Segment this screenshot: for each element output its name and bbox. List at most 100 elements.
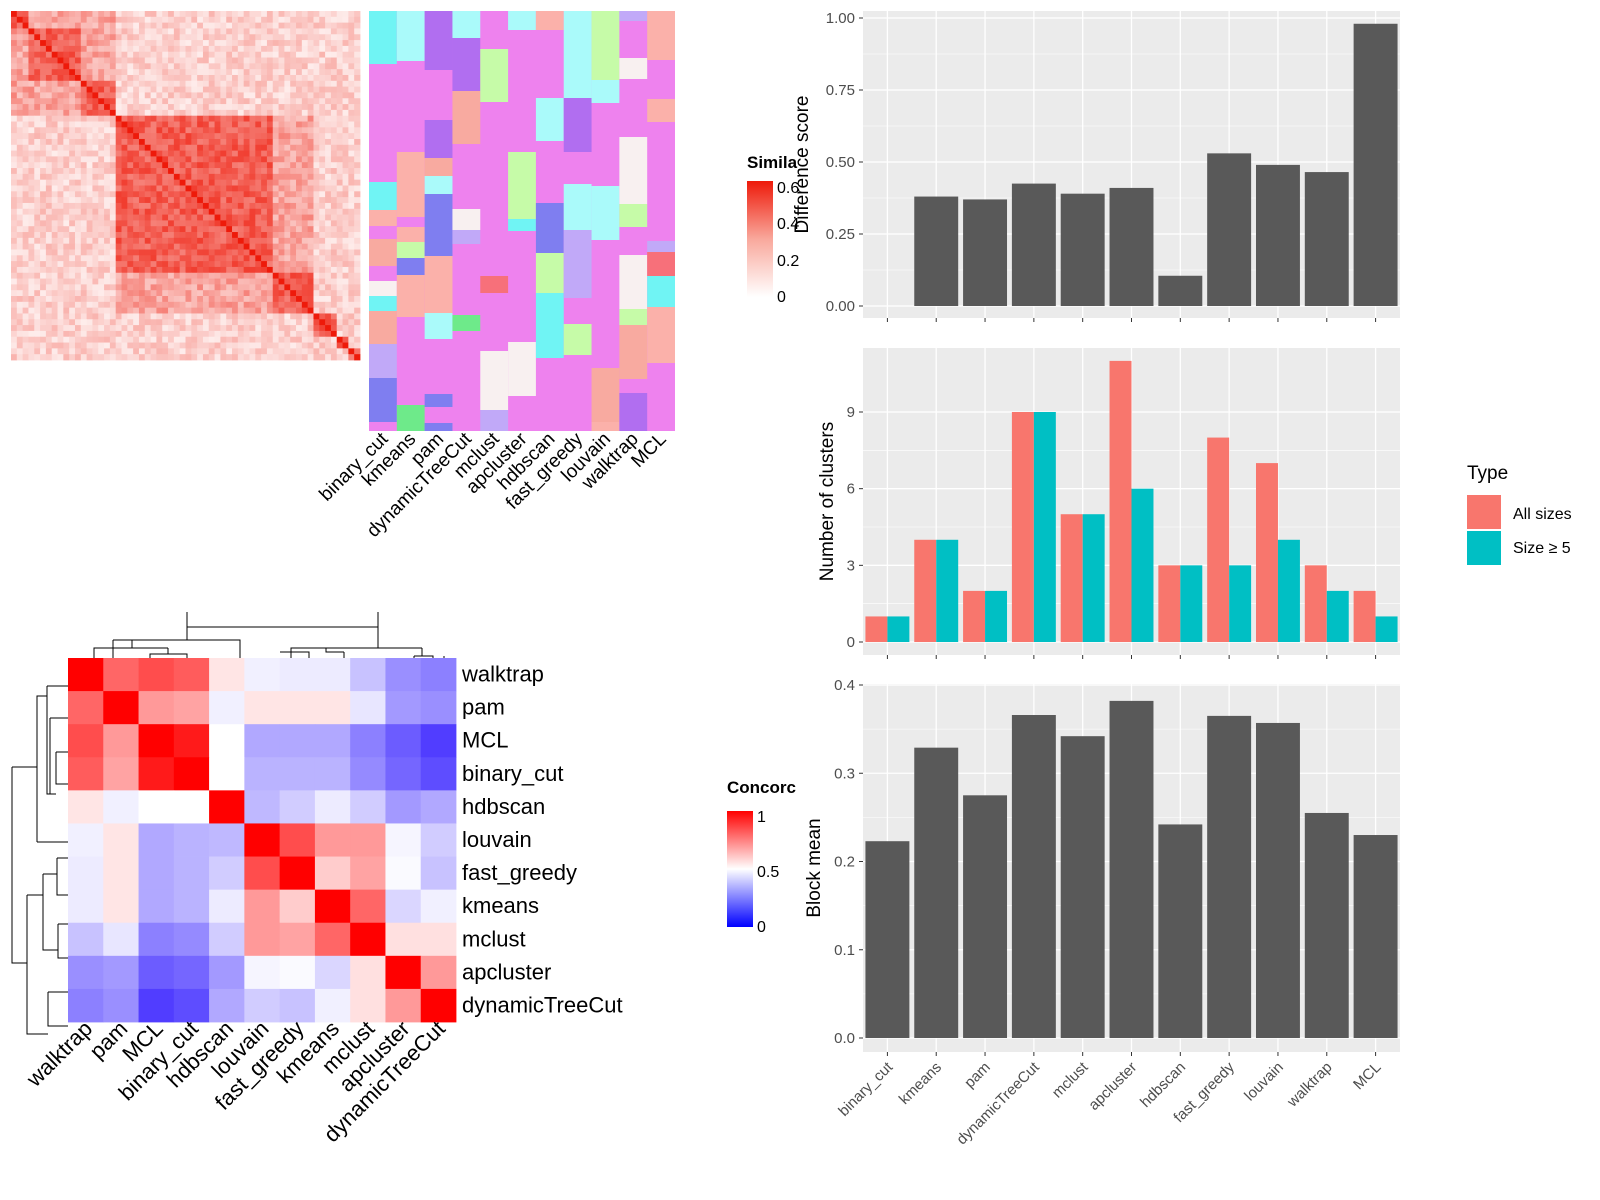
similarity-cell xyxy=(237,348,245,355)
similarity-cell xyxy=(144,313,151,320)
similarity-cell xyxy=(74,301,82,309)
similarity-cell xyxy=(63,156,70,163)
similarity-cell xyxy=(162,354,169,361)
similarity-cell xyxy=(80,98,88,105)
similarity-cell xyxy=(162,313,169,320)
similarity-cell xyxy=(69,354,76,361)
similarity-cell xyxy=(325,28,332,35)
similarity-cell xyxy=(202,307,210,314)
similarity-cell xyxy=(226,86,233,93)
similarity-cell xyxy=(98,237,105,245)
similarity-cell xyxy=(11,354,18,361)
similarity-cell xyxy=(51,208,58,215)
similarity-cell xyxy=(16,40,24,47)
similarity-cell xyxy=(348,208,355,215)
similarity-cell xyxy=(342,330,349,338)
similarity-cell xyxy=(173,301,181,309)
similarity-cell xyxy=(45,121,53,128)
similarity-cell xyxy=(261,325,268,332)
similarity-cell xyxy=(144,98,151,105)
similarity-cell xyxy=(214,354,221,361)
similarity-cell xyxy=(11,202,18,210)
similarity-cell xyxy=(232,16,239,24)
similarity-cell xyxy=(307,202,314,210)
similarity-cell xyxy=(325,45,332,53)
bar-all-sizes xyxy=(963,590,986,642)
similarity-cell xyxy=(208,278,215,285)
similarity-cell xyxy=(51,86,58,93)
similarity-cell xyxy=(255,330,262,338)
similarity-cell xyxy=(173,40,181,47)
similarity-cell xyxy=(284,144,291,151)
similarity-cell xyxy=(214,138,221,146)
similarity-cell xyxy=(115,336,122,343)
similarity-cell xyxy=(144,272,151,279)
similarity-cell xyxy=(86,80,93,88)
similarity-cell xyxy=(319,237,326,245)
similarity-cell xyxy=(266,138,274,146)
similarity-cell xyxy=(330,133,338,140)
similarity-cell xyxy=(92,80,99,88)
similarity-cell xyxy=(156,115,163,122)
similarity-cell xyxy=(121,127,128,134)
similarity-cell xyxy=(255,57,262,64)
similarity-cell xyxy=(226,330,233,338)
similarity-cell xyxy=(104,191,111,198)
similarity-cell xyxy=(69,278,76,285)
similarity-cell xyxy=(115,11,122,18)
similarity-cell xyxy=(104,325,111,332)
similarity-cell xyxy=(16,185,24,192)
similarity-cell xyxy=(69,284,76,291)
similarity-cell xyxy=(348,104,355,111)
similarity-cell xyxy=(168,86,175,93)
concordance-cell xyxy=(68,691,104,725)
similarity-cell xyxy=(255,272,262,279)
similarity-cell xyxy=(34,150,41,157)
similarity-cell xyxy=(237,330,245,338)
similarity-cell xyxy=(168,115,175,122)
similarity-cell xyxy=(243,301,250,309)
similarity-cell xyxy=(284,104,291,111)
similarity-cell xyxy=(284,261,291,268)
similarity-cell xyxy=(266,226,274,233)
similarity-cell xyxy=(197,11,204,18)
similarity-cell xyxy=(40,179,47,186)
similarity-cell xyxy=(330,92,338,99)
similarity-cell xyxy=(278,214,285,221)
similarity-cell xyxy=(185,138,192,146)
similarity-cell xyxy=(342,208,349,215)
similarity-cell xyxy=(63,249,70,256)
similarity-cell xyxy=(115,325,122,332)
similarity-cell xyxy=(127,336,134,343)
similarity-cell xyxy=(284,173,291,181)
similarity-cell xyxy=(255,28,262,35)
similarity-cell xyxy=(69,173,76,181)
similarity-cell xyxy=(16,138,24,146)
similarity-cell xyxy=(330,243,338,250)
similarity-cell xyxy=(92,301,99,309)
similarity-cell xyxy=(57,243,64,250)
similarity-cell xyxy=(197,104,204,111)
similarity-cell xyxy=(272,237,279,245)
similarity-cell xyxy=(162,11,169,18)
similarity-cell xyxy=(11,232,18,239)
similarity-cell xyxy=(34,80,41,88)
similarity-cell xyxy=(214,220,221,227)
similarity-cell xyxy=(150,173,157,181)
similarity-cell xyxy=(127,92,134,99)
membership-cell xyxy=(647,99,675,122)
similarity-cell xyxy=(57,40,64,47)
similarity-cell xyxy=(63,162,70,169)
similarity-cell xyxy=(255,115,262,122)
similarity-cell xyxy=(45,197,53,204)
similarity-cell xyxy=(138,104,146,111)
similarity-cell xyxy=(249,237,256,245)
similarity-cell xyxy=(162,45,169,53)
similarity-cell xyxy=(243,208,250,215)
similarity-cell xyxy=(138,354,146,361)
similarity-cell xyxy=(133,162,140,169)
similarity-cell xyxy=(179,197,186,204)
concordance-cell xyxy=(244,922,281,957)
similarity-cell xyxy=(261,138,268,146)
similarity-cell xyxy=(290,185,297,192)
